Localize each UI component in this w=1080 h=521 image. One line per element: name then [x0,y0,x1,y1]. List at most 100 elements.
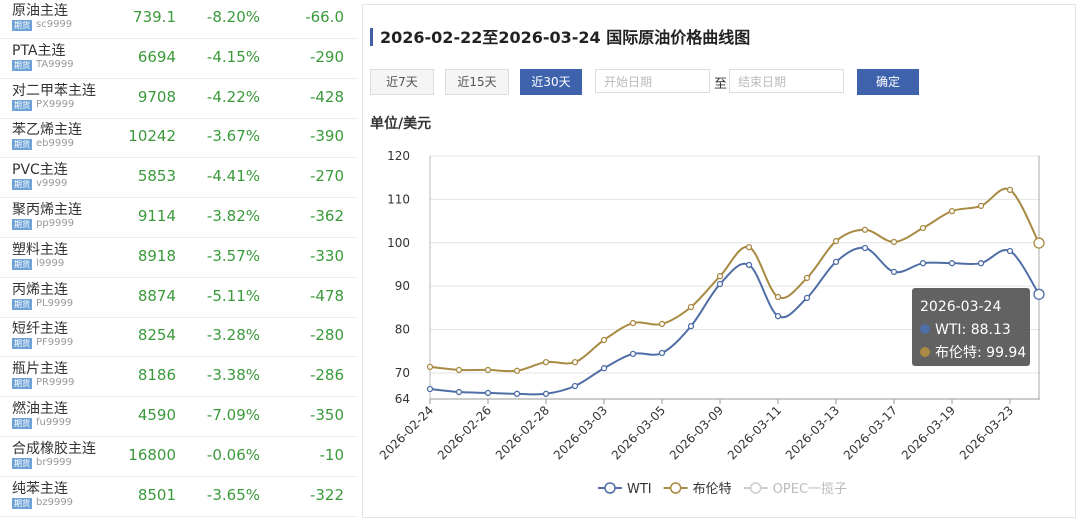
table-row: 对二甲苯主连 期货 PX9999 9708 -4.22% -428 [0,78,358,119]
legend-marker [749,482,762,494]
data-point [861,244,869,252]
tooltip-title: 2026-03-24 [920,299,1001,315]
change: -428 [309,87,344,106]
data-point [484,389,492,397]
confirm-button[interactable]: 确定 [857,69,919,95]
price: 5853 [137,167,176,186]
data-point [1033,237,1045,249]
futures-table: 原油主连 期货 sc9999 739.1 -8.20% -66.0 PTA主连 期货 TA999… [0,0,358,521]
table-row: 短纤主连 期货 PF9999 8254 -3.28% -280 [0,316,358,358]
chart-title: 2026-02-22至2026-03-24 国际原油价格曲线图 [380,28,750,47]
contract-name: 瓶片主连 [12,361,68,378]
contract-name: 短纤主连 [12,321,68,338]
data-point [832,237,840,245]
badge: 期货 [12,457,32,469]
x-tick-label: 2026-02-28 [493,403,552,462]
badge: 期货 [12,99,32,111]
badge: 期货 [12,418,32,429]
x-tick-label: 2026-02-24 [377,403,436,462]
data-point [513,367,521,374]
tooltip-value: 99.94 [986,345,1026,361]
change: -10 [319,445,345,464]
series-line [429,246,1040,396]
change-percent: -3.28% [206,326,260,345]
range-button[interactable]: 近30天 [520,69,582,95]
change-percent: -4.15% [206,47,260,66]
change-percent: -8.20% [206,8,260,26]
y-tick-label: 70 [395,366,410,380]
data-point [745,243,753,251]
data-point [687,303,695,311]
price: 8186 [137,366,176,385]
y-tick-label: 90 [395,279,410,293]
x-tick-label: 2026-03-09 [667,403,726,462]
end-date-input[interactable]: 结束日期 [729,69,844,93]
contract-name: 聚丙烯主连 [12,202,82,218]
contract-name: PVC主连 [12,162,68,179]
contract-code: PX9999 [36,98,75,110]
data-point [542,358,550,366]
change: -478 [309,286,344,305]
legend-marker [669,482,682,494]
y-tick-label: 100 [387,236,410,250]
change-percent: -4.41% [206,167,260,186]
data-point [977,260,985,267]
tooltip-separator: : [962,322,971,338]
data-point [919,224,927,232]
y-tick-label: 120 [387,149,410,163]
tooltip-item: 布伦特: 99.94 [935,345,1026,361]
data-point [484,366,492,374]
price: 4590 [137,406,176,424]
data-point [948,260,956,267]
table-row: PTA主连 期货 TA9999 6694 -4.15% -290 [0,38,358,79]
table-row: 塑料主连 期货 l9999 8918 -3.57% -330 [0,237,358,278]
data-point [745,261,753,269]
price: 10242 [128,127,176,146]
range-button[interactable]: 近15天 [445,69,509,95]
badge: 期货 [12,139,32,151]
title-bar [370,28,373,46]
data-point [629,319,637,327]
to-label: 至 [714,77,728,92]
legend-marker [604,482,616,494]
range-button[interactable]: 近7天 [370,69,434,95]
change: -290 [309,47,344,66]
contract-code: l9999 [36,257,65,269]
change: -270 [309,167,344,186]
contract-code: PR9999 [36,377,75,389]
tooltip-value: 88.13 [971,322,1011,338]
price: 8918 [137,246,176,265]
chart: 2026-02-22至2026-03-24 国际原油价格曲线图 单位/美元 64… [370,28,1045,497]
table-row: PVC主连 期货 v9999 5853 -4.41% -270 [0,157,358,199]
change: -286 [309,366,344,385]
data-point [629,350,637,358]
data-point [774,293,782,301]
data-point [542,390,550,397]
contract-name: 燃油主连 [12,401,68,417]
badge: 期货 [12,219,32,230]
data-point [658,349,666,357]
change: -362 [309,207,344,225]
badge: 期货 [12,497,32,509]
contract-code: fu9999 [36,417,72,428]
data-point [716,280,724,288]
badge: 期货 [12,298,32,310]
data-point [455,366,463,374]
data-point [716,273,724,280]
change-percent: -3.65% [206,485,260,504]
table-row: 瓶片主连 期货 PR9999 8186 -3.38% -286 [0,356,358,398]
contract-name: 丙烯主连 [12,281,68,298]
badge: 期货 [12,179,32,191]
tooltip-item: WTI: 88.13 [935,322,1011,338]
y-tick-label: 80 [395,323,410,337]
change: -66.0 [305,8,344,26]
start-date-input[interactable]: 开始日期 [595,69,710,93]
contract-code: sc9999 [36,19,73,30]
table-row: 丙烯主连 期货 PL9999 8874 -5.11% -478 [0,277,358,318]
data-point [803,294,811,302]
data-point [832,258,840,266]
x-tick-label: 2026-03-03 [551,403,610,462]
price: 9114 [137,207,176,225]
badge: 期货 [12,59,32,71]
change-percent: -7.09% [206,406,260,424]
